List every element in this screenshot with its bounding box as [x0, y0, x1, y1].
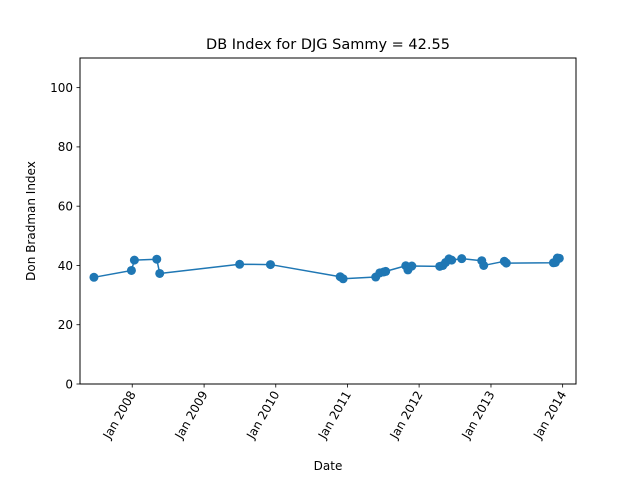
- chart-title: DB Index for DJG Sammy = 42.55: [206, 37, 450, 53]
- plot-frame: [79, 57, 577, 385]
- data-point: [338, 274, 348, 284]
- y-tick-label: 80: [58, 140, 73, 154]
- data-point: [407, 261, 417, 271]
- x-tick-label: Jan 2008: [100, 389, 139, 443]
- y-axis-label: Don Bradman Index: [24, 161, 38, 281]
- x-axis-label: Date: [314, 459, 343, 473]
- y-tick-label: 60: [58, 199, 73, 213]
- data-point: [554, 253, 564, 263]
- data-point: [501, 258, 511, 268]
- x-tick-label: Jan 2009: [172, 389, 211, 443]
- data-point: [235, 259, 245, 269]
- x-tick-label: Jan 2014: [530, 389, 569, 443]
- y-tick-label: 20: [58, 318, 73, 332]
- data-point: [381, 266, 391, 276]
- y-tick-label: 0: [65, 377, 73, 391]
- data-point: [447, 255, 457, 265]
- x-tick-label: Jan 2011: [315, 389, 354, 443]
- y-tick-label: 40: [58, 259, 73, 273]
- data-point: [126, 265, 136, 275]
- plot-area: [89, 253, 564, 284]
- data-point: [152, 254, 162, 264]
- series-line: [93, 257, 560, 280]
- data-point: [155, 268, 165, 278]
- data-point: [89, 272, 99, 282]
- x-axis-ticks: Jan 2008 Jan 2009 Jan 2010 Jan 2011 Jan 2012…: [100, 384, 569, 442]
- y-tick-label: 100: [50, 81, 73, 95]
- data-point: [129, 255, 139, 265]
- x-tick-label: Jan 2012: [387, 389, 426, 443]
- data-point: [479, 260, 489, 270]
- data-point: [457, 254, 467, 264]
- data-point: [265, 260, 275, 270]
- x-tick-label: Jan 2010: [243, 389, 282, 443]
- x-tick-label: Jan 2013: [459, 389, 498, 443]
- y-axis-ticks: 0 20 40 60 80 100: [50, 81, 80, 391]
